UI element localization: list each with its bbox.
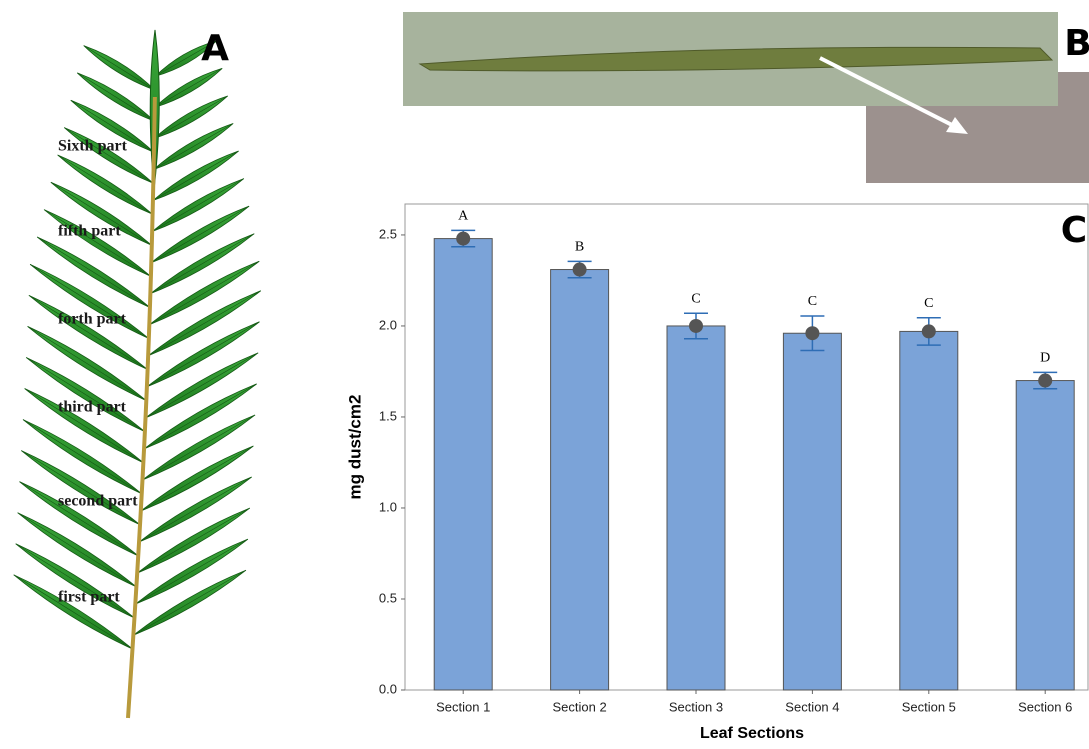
leaf-part-label: Sixth part [58,138,128,155]
y-tick-label: 2.5 [379,226,397,241]
leaf-part-label: fifth part [58,223,121,240]
leaflet-vein [153,151,239,200]
bar [434,239,492,690]
plot-frame [405,204,1088,690]
bar [783,333,841,690]
group-letter: D [1040,351,1050,366]
y-tick-label: 0.5 [379,590,397,605]
leaf-part-label: second part [58,493,138,510]
panel-label: A [201,28,229,69]
leaflet-vein [14,575,133,649]
leaflet-vein [135,539,248,604]
leaflet-vein [148,291,261,356]
leaf-part-label: forth part [58,311,127,328]
leaflet-vein [137,508,250,573]
group-letter: C [691,291,700,306]
mean-point [1038,374,1052,388]
leaflet-vein [18,513,137,587]
x-tick-label: Section 1 [436,699,490,714]
x-tick-label: Section 5 [902,699,956,714]
x-axis-title: Leaf Sections [700,725,804,742]
leaflet-vein [58,155,153,214]
leaflet-vein [142,415,255,480]
bar [900,331,958,690]
leaflet-vein [147,322,260,387]
leaflet-vein [29,295,148,369]
leaflet-vein [64,128,153,184]
leaflet-vein [144,384,257,449]
y-tick-label: 1.0 [379,499,397,514]
leaf-part-label: first part [58,589,120,606]
mean-point [922,324,936,338]
bar [1016,381,1074,690]
panel-label: B [1064,23,1089,64]
leaflet-vein [151,206,249,262]
figure: Sixth part fifth part forth part third part… [0,0,1089,744]
mean-point [456,232,470,246]
leaflet-vein [152,179,244,232]
group-letter: B [575,240,584,255]
leaflet-vein [149,261,259,324]
leaflet-vein [16,544,135,618]
x-tick-label: Section 2 [552,699,606,714]
leaflet-vein [26,357,145,431]
bar [667,326,725,690]
mean-point [573,263,587,277]
leaflet-vein [23,420,142,494]
leaflet-vein [141,446,254,511]
group-letter: A [458,209,469,224]
x-tick-label: Section 4 [785,699,839,714]
leaflet-vein [44,210,151,277]
leaflet-vein [150,234,254,294]
x-tick-label: Section 3 [669,699,723,714]
leaflet-vein [133,570,246,635]
group-letter: C [808,294,817,309]
group-letter: C [924,296,933,311]
leaf-part-label: third part [58,399,127,416]
leaflet-vein [146,353,259,418]
x-tick-label: Section 6 [1018,699,1072,714]
y-tick-label: 1.5 [379,408,397,423]
chart: mg dust/cm2 Leaf Sections 0.0 0.5 1.0 1.5 2.… [345,204,1088,742]
leaflet-vein [21,451,140,525]
mean-point [805,326,819,340]
mean-point [689,319,703,333]
leaflet-vein [139,477,252,542]
bar [551,270,609,690]
leaf-illustration: Sixth part fifth part forth part third part… [14,30,261,718]
panel-label: C [1061,210,1087,251]
y-tick-label: 0.0 [379,681,397,696]
y-tick-label: 2.0 [379,317,397,332]
leaflet-vein [37,237,150,307]
y-axis-title: mg dust/cm2 [345,395,364,500]
leaflet-vein [28,326,147,400]
